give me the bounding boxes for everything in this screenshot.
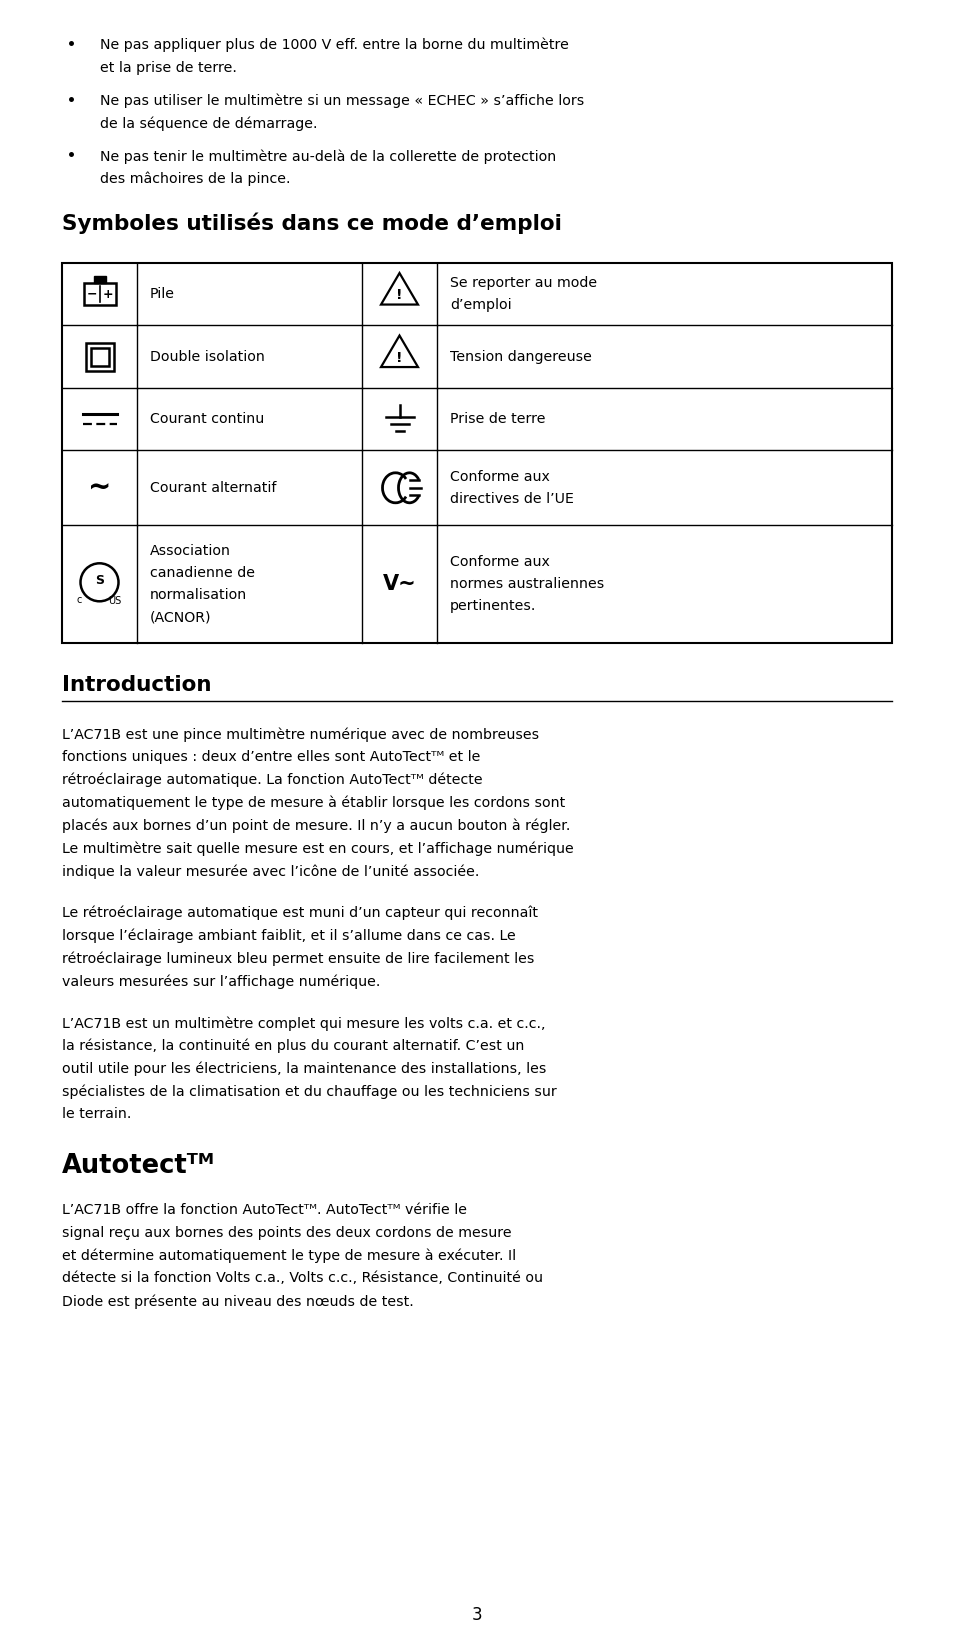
Text: Courant continu: Courant continu xyxy=(150,412,264,427)
Text: normalisation: normalisation xyxy=(150,588,247,603)
Text: directives de l’UE: directives de l’UE xyxy=(450,491,574,506)
Text: Conforme aux: Conforme aux xyxy=(450,555,549,569)
Text: L’AC71B offre la fonction AutoTectᵀᴹ. AutoTectᵀᴹ vérifie le: L’AC71B offre la fonction AutoTectᵀᴹ. Au… xyxy=(62,1203,467,1218)
Text: Le multimètre sait quelle mesure est en cours, et l’affichage numérique: Le multimètre sait quelle mesure est en … xyxy=(62,840,573,855)
Text: lorsque l’éclairage ambiant faiblit, et il s’allume dans ce cas. Le: lorsque l’éclairage ambiant faiblit, et … xyxy=(62,929,516,943)
Text: L’AC71B est un multimètre complet qui mesure les volts c.a. et c.c.,: L’AC71B est un multimètre complet qui me… xyxy=(62,1017,545,1030)
Text: rétroéclairage lumineux bleu permet ensuite de lire facilement les: rétroéclairage lumineux bleu permet ensu… xyxy=(62,951,534,966)
Text: ~: ~ xyxy=(88,473,112,501)
Text: •: • xyxy=(67,94,76,107)
Text: Prise de terre: Prise de terre xyxy=(450,412,545,427)
Text: placés aux bornes d’un point de mesure. Il n’y a aucun bouton à régler.: placés aux bornes d’un point de mesure. … xyxy=(62,819,570,832)
Text: de la séquence de démarrage.: de la séquence de démarrage. xyxy=(100,117,317,130)
Text: S: S xyxy=(95,574,104,587)
Text: c: c xyxy=(77,595,82,605)
Text: !: ! xyxy=(395,288,402,302)
Text: fonctions uniques : deux d’entre elles sont AutoTectᵀᴹ et le: fonctions uniques : deux d’entre elles s… xyxy=(62,750,480,765)
Text: (ACNOR): (ACNOR) xyxy=(150,610,212,625)
Text: Autotectᵀᴹ: Autotectᵀᴹ xyxy=(62,1154,214,1178)
Text: Tension dangereuse: Tension dangereuse xyxy=(450,349,591,364)
Text: Association: Association xyxy=(150,544,231,559)
Text: US: US xyxy=(108,597,121,606)
Text: et la prise de terre.: et la prise de terre. xyxy=(100,61,236,74)
Text: !: ! xyxy=(395,351,402,364)
Bar xyxy=(93,277,106,283)
Text: pertinentes.: pertinentes. xyxy=(450,600,536,613)
Text: le terrain.: le terrain. xyxy=(62,1107,132,1121)
Text: Se reporter au mode: Se reporter au mode xyxy=(450,275,597,290)
Text: indique la valeur mesurée avec l’icône de l’unité associée.: indique la valeur mesurée avec l’icône d… xyxy=(62,864,478,878)
Bar xyxy=(86,343,113,371)
Text: valeurs mesurées sur l’affichage numérique.: valeurs mesurées sur l’affichage numériq… xyxy=(62,974,380,989)
Text: 3: 3 xyxy=(471,1607,482,1623)
Text: •: • xyxy=(67,150,76,163)
Text: −: − xyxy=(86,287,96,300)
Text: Ne pas utiliser le multimètre si un message « ECHEC » s’affiche lors: Ne pas utiliser le multimètre si un mess… xyxy=(100,94,583,109)
Text: d’emploi: d’emploi xyxy=(450,298,511,311)
Text: détecte si la fonction Volts c.a., Volts c.c., Résistance, Continuité ou: détecte si la fonction Volts c.a., Volts… xyxy=(62,1272,542,1285)
Text: outil utile pour les électriciens, la maintenance des installations, les: outil utile pour les électriciens, la ma… xyxy=(62,1061,546,1076)
Text: Ne pas tenir le multimètre au-delà de la collerette de protection: Ne pas tenir le multimètre au-delà de la… xyxy=(100,150,556,163)
Text: L’AC71B est une pince multimètre numérique avec de nombreuses: L’AC71B est une pince multimètre numériq… xyxy=(62,727,538,742)
Text: Introduction: Introduction xyxy=(62,676,212,695)
Bar xyxy=(62,262,891,643)
Text: Ne pas appliquer plus de 1000 V eff. entre la borne du multimètre: Ne pas appliquer plus de 1000 V eff. ent… xyxy=(100,38,568,53)
Text: Conforme aux: Conforme aux xyxy=(450,470,549,485)
Text: canadienne de: canadienne de xyxy=(150,567,254,580)
Text: des mâchoires de la pince.: des mâchoires de la pince. xyxy=(100,171,291,186)
Text: +: + xyxy=(102,287,112,300)
Text: la résistance, la continuité en plus du courant alternatif. C’est un: la résistance, la continuité en plus du … xyxy=(62,1038,524,1053)
Text: rétroéclairage automatique. La fonction AutoTectᵀᴹ détecte: rétroéclairage automatique. La fonction … xyxy=(62,773,482,788)
Text: Double isolation: Double isolation xyxy=(150,349,265,364)
Text: spécialistes de la climatisation et du chauffage ou les techniciens sur: spécialistes de la climatisation et du c… xyxy=(62,1084,557,1099)
Text: et détermine automatiquement le type de mesure à exécuter. Il: et détermine automatiquement le type de … xyxy=(62,1249,516,1264)
Bar xyxy=(91,348,109,366)
Text: Courant alternatif: Courant alternatif xyxy=(150,481,276,494)
Text: signal reçu aux bornes des points des deux cordons de mesure: signal reçu aux bornes des points des de… xyxy=(62,1226,511,1239)
Text: Diode est présente au niveau des nœuds de test.: Diode est présente au niveau des nœuds d… xyxy=(62,1294,414,1309)
Text: Symboles utilisés dans ce mode d’emploi: Symboles utilisés dans ce mode d’emploi xyxy=(62,213,561,234)
Bar xyxy=(84,283,115,305)
Text: Le rétroéclairage automatique est muni d’un capteur qui reconnaît: Le rétroéclairage automatique est muni d… xyxy=(62,906,537,920)
Text: •: • xyxy=(67,38,76,53)
Text: automatiquement le type de mesure à établir lorsque les cordons sont: automatiquement le type de mesure à étab… xyxy=(62,796,565,811)
Text: V~: V~ xyxy=(382,574,416,595)
Text: normes australiennes: normes australiennes xyxy=(450,577,603,592)
Text: Pile: Pile xyxy=(150,287,174,302)
